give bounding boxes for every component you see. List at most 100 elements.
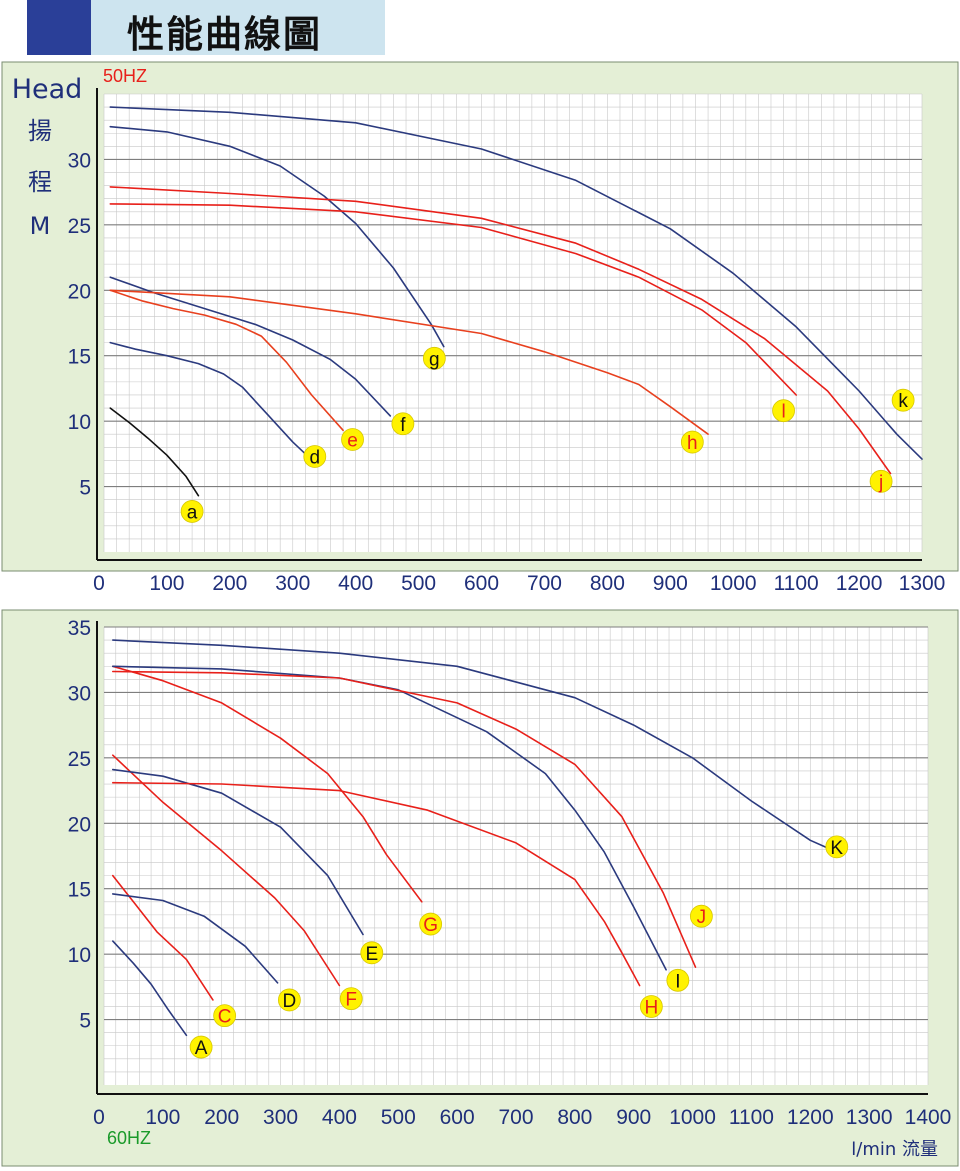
- curve-label-dot-C: [213, 1004, 237, 1028]
- top-y-tick-label: 5: [79, 477, 91, 500]
- top-x-tick-label: 500: [401, 572, 436, 595]
- bottom-x-tick-label: 800: [557, 1106, 592, 1129]
- top-y-tick-label: 10: [68, 411, 91, 434]
- top-x-tick-label: 100: [149, 572, 184, 595]
- y-axis-label-line: 揚: [28, 117, 52, 145]
- header-accent-square: [27, 0, 91, 55]
- bottom-x-tick-label: 0: [93, 1106, 105, 1129]
- curve-e: [109, 289, 344, 432]
- curve-K: [112, 639, 829, 849]
- curve-label-dot-A: [189, 1035, 213, 1059]
- top-x-tick-label: 1000: [710, 572, 757, 595]
- curve-label-l: l: [781, 402, 785, 423]
- curve-label-k: k: [898, 391, 908, 412]
- bottom-x-tick-label: 1000: [669, 1106, 716, 1129]
- top-x-tick-label: 1100: [774, 572, 819, 595]
- curve-label-dot-e: [341, 428, 364, 451]
- curve-H: [112, 781, 641, 987]
- curve-I: [112, 665, 667, 971]
- curve-d: [109, 341, 307, 455]
- curve-label-G: G: [423, 915, 438, 936]
- curve-label-H: H: [645, 997, 659, 1018]
- curve-label-C: C: [218, 1007, 232, 1028]
- curve-f: [109, 276, 392, 417]
- curve-label-dot-j: [869, 469, 893, 493]
- curve-F: [112, 754, 341, 987]
- curve-label-dot-F: [339, 987, 363, 1011]
- top-x-tick-label: 900: [653, 572, 688, 595]
- bottom-x-tick-label: 500: [381, 1106, 416, 1129]
- curve-label-d: d: [310, 447, 321, 468]
- curve-G: [112, 665, 423, 903]
- curve-label-dot-a: [180, 500, 204, 523]
- top-x-tick-label: 800: [590, 572, 625, 595]
- bottom-x-tick-label: 1100: [729, 1106, 774, 1129]
- curve-label-J: J: [697, 907, 707, 928]
- bottom-x-tick-label: 300: [263, 1106, 298, 1129]
- bottom-y-tick-label: 30: [68, 682, 91, 705]
- curve-label-D: D: [283, 991, 297, 1012]
- top-y-tick-label: 20: [68, 280, 91, 303]
- curve-label-dot-J: [690, 904, 713, 928]
- curve-label-dot-K: [825, 835, 849, 859]
- top-x-tick-label: 1200: [836, 572, 883, 595]
- bottom-y-tick-label: 20: [68, 813, 91, 836]
- top-y-tick-label: 15: [68, 346, 91, 369]
- curve-label-E: E: [365, 944, 378, 965]
- curve-label-a: a: [187, 502, 198, 523]
- curve-label-e: e: [347, 430, 358, 451]
- y-axis-label-line: M: [30, 212, 51, 240]
- bottom-y-tick-label: 5: [79, 1010, 91, 1033]
- curve-label-dot-g: [422, 346, 446, 370]
- page-title: 性能曲線圖: [127, 13, 322, 56]
- bottom-x-tick-label: 200: [204, 1106, 239, 1129]
- curve-label-A: A: [195, 1038, 208, 1059]
- bottom-y-tick-label: 35: [68, 617, 91, 640]
- bottom-x-tick-label: 400: [322, 1106, 357, 1129]
- curve-l: [109, 203, 798, 396]
- curve-j: [109, 186, 892, 475]
- curve-label-h: h: [687, 433, 698, 454]
- bottom-x-tick-label: 600: [440, 1106, 475, 1129]
- curve-g: [109, 125, 445, 348]
- curve-C: [112, 874, 214, 1001]
- top-x-tick-label: 600: [464, 572, 499, 595]
- bottom-x-tick-label: 1200: [787, 1106, 834, 1129]
- top-x-tick-label: 400: [338, 572, 373, 595]
- curve-k: [109, 106, 923, 460]
- curve-h: [109, 289, 709, 436]
- top-y-tick-label: 30: [68, 149, 91, 172]
- curve-label-g: g: [429, 349, 440, 370]
- x-axis-label: l/min 流量: [851, 1139, 938, 1160]
- frequency-label-50hz: 50HZ: [103, 66, 147, 86]
- curve-J: [112, 670, 697, 969]
- curve-label-dot-I: [666, 968, 690, 992]
- curve-label-dot-f: [391, 412, 415, 436]
- curve-label-dot-h: [680, 430, 704, 454]
- top-y-tick-label: 25: [68, 215, 91, 238]
- curve-label-F: F: [345, 990, 357, 1011]
- curve-label-j: j: [878, 472, 883, 493]
- curve-label-dot-k: [891, 388, 915, 412]
- curve-label-dot-E: [360, 941, 384, 965]
- bottom-y-tick-label: 15: [68, 879, 91, 902]
- curve-label-dot-H: [639, 995, 663, 1018]
- top-x-tick-label: 0: [93, 572, 105, 595]
- top-x-tick-label: 300: [275, 572, 310, 595]
- curve-label-dot-l: [772, 399, 795, 423]
- curve-label-dot-D: [277, 988, 301, 1012]
- bottom-x-tick-label: 100: [145, 1106, 180, 1129]
- bottom-x-tick-label: 900: [616, 1106, 651, 1129]
- curve-label-dot-G: [419, 912, 443, 936]
- bottom-y-tick-label: 25: [68, 748, 91, 771]
- curve-label-I: I: [675, 971, 680, 992]
- curve-label-f: f: [400, 415, 406, 436]
- curve-a: [109, 407, 200, 497]
- y-axis-label-line: 程: [28, 168, 52, 196]
- curve-E: [112, 768, 364, 936]
- bottom-x-tick-label: 1400: [905, 1106, 952, 1129]
- bottom-x-tick-label: 1300: [846, 1106, 893, 1129]
- top-x-tick-label: 700: [527, 572, 562, 595]
